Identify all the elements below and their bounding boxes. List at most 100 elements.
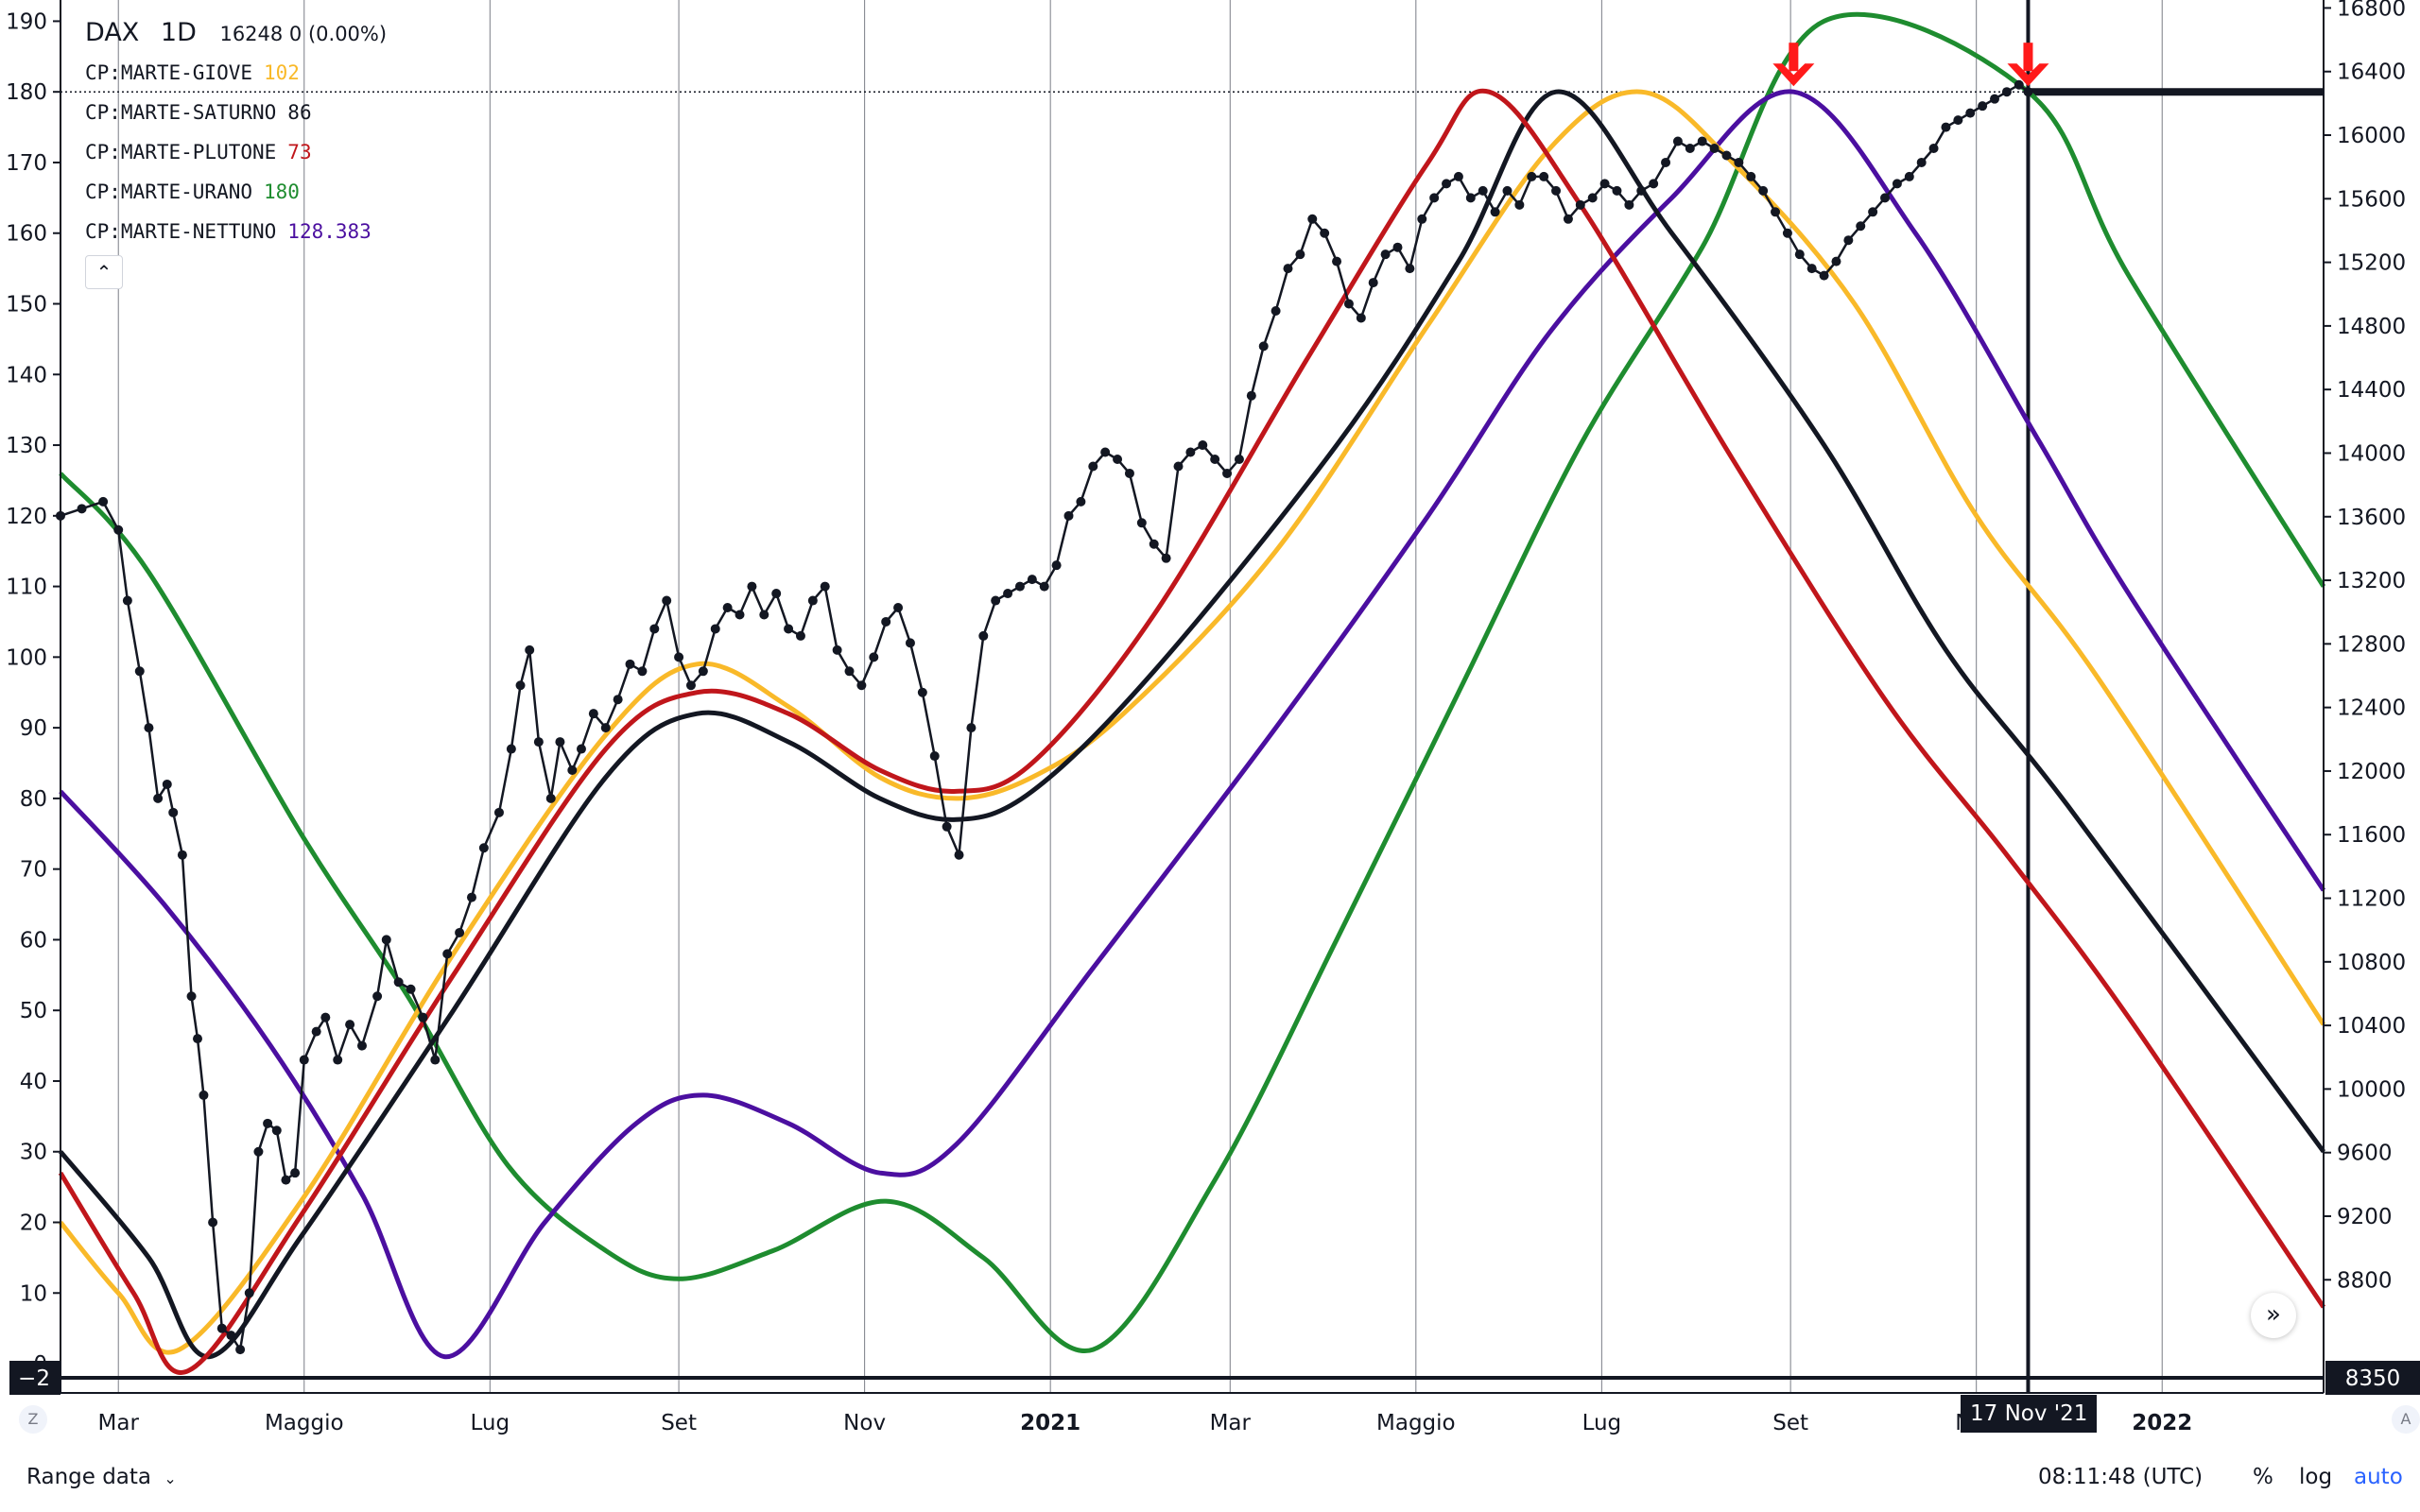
price-point (1978, 101, 1988, 112)
range-data-dropdown[interactable]: Range data ⌄ (26, 1465, 177, 1489)
price-point (1539, 171, 1549, 181)
price-point (1880, 193, 1891, 203)
price-point (784, 624, 794, 634)
study-value: 128.383 (287, 220, 372, 243)
series-line-cp-marte-giove (59, 89, 2326, 1355)
left-tick-label: 140 (6, 363, 47, 387)
price-point (1563, 214, 1573, 224)
right-tick-label: 14800 (2337, 315, 2406, 339)
x-tick-label: 2021 (1020, 1411, 1080, 1435)
price-point (381, 935, 391, 945)
right-tick-label: 9600 (2337, 1142, 2393, 1166)
left-tick-label: 150 (6, 293, 47, 318)
price-point (418, 1012, 428, 1022)
right-tick-label: 15200 (2337, 251, 2406, 276)
price-point (1856, 221, 1866, 232)
left-tick-label: 30 (20, 1141, 47, 1165)
left-tick-label: 40 (20, 1070, 47, 1094)
range-label: Range data (26, 1465, 152, 1489)
bottom-toolbar: Range data ⌄ 08:11:48 (UTC) % log auto (0, 1452, 2420, 1512)
price-point (235, 1345, 246, 1355)
legend-study[interactable]: CP:MARTE-URANO 180 (85, 172, 387, 212)
crosshair-right-price: 8350 (2345, 1366, 2401, 1391)
price-point (1612, 185, 1622, 196)
price-point (525, 644, 535, 655)
price-point (1575, 199, 1585, 210)
price-point (1380, 249, 1391, 260)
legend-resolution[interactable]: 1D (160, 18, 197, 47)
legend-symbol[interactable]: DAX (85, 18, 140, 47)
corner-left-button[interactable]: Z (19, 1405, 47, 1434)
left-tick-label: 80 (20, 787, 47, 812)
legend-study[interactable]: CP:MARTE-SATURNO 86 (85, 93, 387, 132)
arrow-shaft (2023, 43, 2033, 72)
price-point (1746, 171, 1756, 181)
legend-study[interactable]: CP:MARTE-PLUTONE 73 (85, 132, 387, 172)
price-point (356, 1040, 367, 1051)
legend-study[interactable]: CP:MARTE-GIOVE 102 (85, 53, 387, 93)
price-point (1672, 136, 1683, 146)
right-tick-label: 12400 (2337, 696, 2406, 721)
left-tick-label: 70 (20, 858, 47, 883)
x-tick-label: 2022 (2132, 1411, 2192, 1435)
price-point (685, 680, 696, 691)
price-point (1697, 136, 1707, 146)
price-point (1100, 447, 1111, 457)
price-point (1161, 553, 1171, 563)
price-point (698, 666, 708, 677)
x-tick-label: Set (661, 1411, 697, 1435)
legend-collapse-button[interactable]: ⌃ (85, 255, 123, 289)
price-point (1721, 150, 1732, 161)
price-point (1429, 193, 1440, 203)
price-point (515, 680, 526, 691)
price-point (1063, 510, 1074, 521)
study-value: 73 (287, 141, 312, 163)
crosshair-left-tag (9, 1361, 60, 1395)
legend-study[interactable]: CP:MARTE-NETTUNO 128.383 (85, 212, 387, 251)
price-point (1356, 313, 1366, 323)
chart-legend: DAX 1D 16248 0 (0.00%) CP:MARTE-GIOVE 102… (85, 13, 387, 289)
log-toggle[interactable]: log (2299, 1465, 2333, 1489)
price-point (442, 949, 453, 959)
price-point (506, 744, 516, 754)
series-line-cp-marte-saturno (59, 89, 2326, 1360)
price-point (613, 695, 623, 705)
price-point (1928, 144, 1939, 154)
price-point (320, 1012, 331, 1022)
corner-right-button[interactable]: A (2392, 1405, 2420, 1434)
price-point (807, 595, 818, 606)
right-tick-label: 11600 (2337, 823, 2406, 848)
auto-toggle[interactable]: auto (2354, 1465, 2403, 1489)
price-point (759, 610, 769, 620)
percent-toggle[interactable]: % (2253, 1465, 2273, 1489)
price-point (1892, 179, 1902, 189)
price-point (393, 977, 404, 988)
left-tick-label: 50 (20, 999, 47, 1023)
price-point (168, 807, 179, 817)
series-line-cp-marte-urano (59, 11, 2326, 1354)
price-point (77, 504, 87, 514)
study-name: CP:MARTE-URANO (85, 180, 253, 203)
price-point (942, 821, 952, 832)
right-tick-label: 14000 (2337, 441, 2406, 466)
right-tick-label: 15600 (2337, 187, 2406, 212)
price-point (1649, 179, 1659, 189)
price-point (333, 1055, 343, 1065)
price-point (555, 737, 565, 747)
price-point (1916, 157, 1927, 167)
price-point (281, 1175, 291, 1185)
price-point (455, 927, 465, 937)
price-point (1405, 264, 1415, 274)
price-point (1806, 264, 1817, 274)
price-point (1843, 235, 1854, 246)
price-point (1136, 518, 1147, 528)
double-chevron-right-icon: » (2266, 1300, 2281, 1329)
scroll-to-realtime-button[interactable]: » (2251, 1293, 2296, 1338)
price-point (1149, 539, 1159, 549)
price-point (244, 1288, 254, 1298)
price-point (674, 652, 684, 662)
left-tick-label: 60 (20, 928, 47, 953)
right-tick-label: 10400 (2337, 1014, 2406, 1039)
legend-title-row[interactable]: DAX 1D 16248 0 (0.00%) (85, 13, 387, 53)
